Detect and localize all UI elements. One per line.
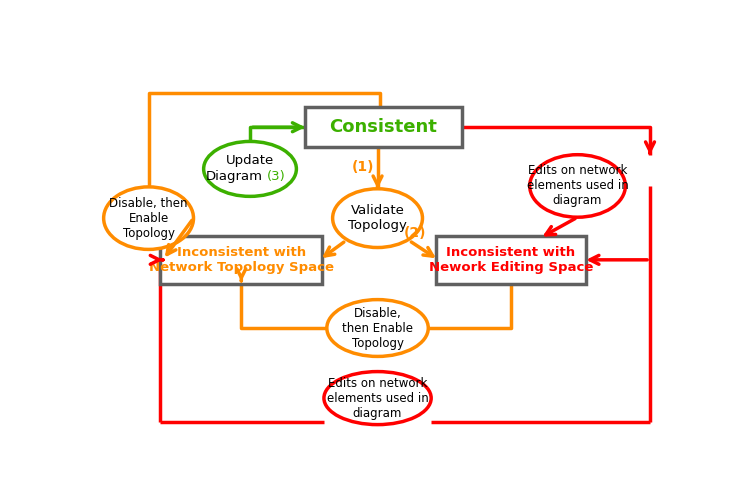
Text: Diagram: Diagram: [205, 170, 263, 183]
FancyBboxPatch shape: [160, 236, 322, 283]
Text: Inconsistent with
Network Topology Space: Inconsistent with Network Topology Space: [149, 246, 334, 274]
Ellipse shape: [104, 187, 194, 249]
Text: Edits on network
elements used in
diagram: Edits on network elements used in diagra…: [327, 376, 429, 420]
Ellipse shape: [327, 300, 429, 356]
Text: Update: Update: [226, 154, 275, 167]
Text: Consistent: Consistent: [329, 118, 438, 136]
Text: (3): (3): [267, 170, 286, 183]
FancyBboxPatch shape: [305, 107, 462, 147]
Text: Validate
Topology: Validate Topology: [348, 204, 407, 232]
Ellipse shape: [324, 371, 431, 425]
Text: Disable, then
Enable
Topology: Disable, then Enable Topology: [109, 197, 188, 240]
Ellipse shape: [203, 141, 296, 196]
Text: Edits on network
elements used in
diagram: Edits on network elements used in diagra…: [527, 164, 628, 208]
Ellipse shape: [333, 189, 423, 247]
Text: Disable,
then Enable
Topology: Disable, then Enable Topology: [342, 307, 413, 349]
FancyBboxPatch shape: [435, 236, 586, 283]
Text: Inconsistent with
Nework Editing Space: Inconsistent with Nework Editing Space: [429, 246, 593, 274]
Ellipse shape: [530, 154, 625, 217]
Text: (2): (2): [404, 226, 426, 240]
Text: (1): (1): [352, 160, 374, 174]
